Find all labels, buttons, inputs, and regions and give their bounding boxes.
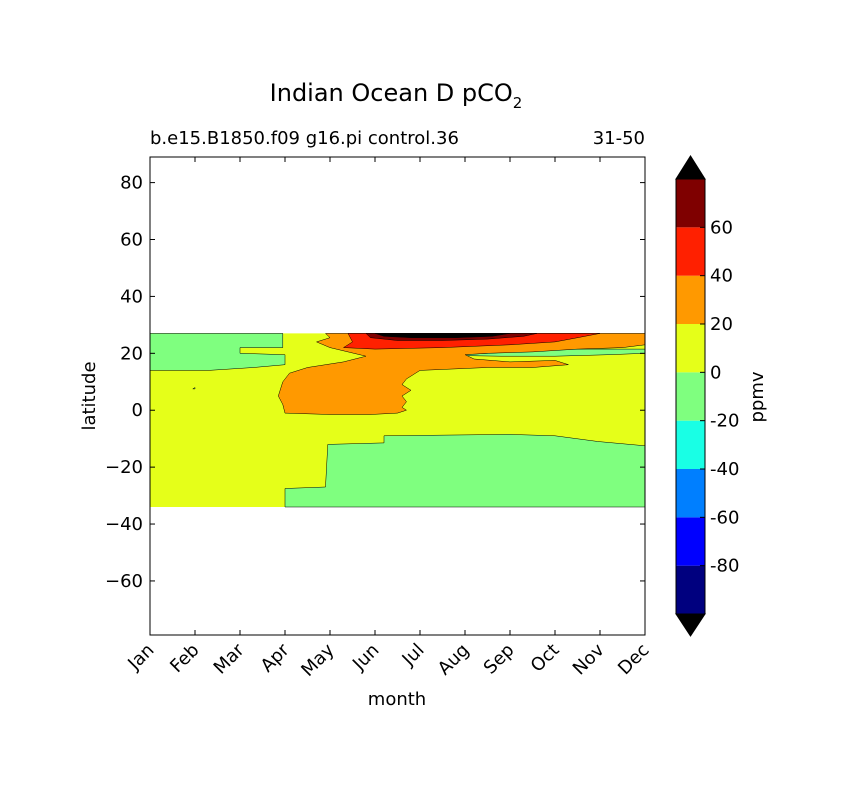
colorbar-tick-label: 20	[710, 314, 733, 335]
subtitle-case-name: b.e15.B1850.f09 g16.pi control.36	[150, 128, 459, 149]
colorbar-extend-max	[675, 155, 706, 180]
x-tick-label: Jan	[123, 640, 158, 675]
colorbar-segment	[676, 179, 705, 228]
colorbar-segment	[676, 227, 705, 276]
y-tick-label: 80	[120, 173, 143, 194]
contour-regions	[150, 333, 645, 508]
x-axis-label: month	[368, 689, 426, 710]
colorbar-tick-label: -20	[710, 411, 739, 432]
colorbar-segment	[676, 565, 705, 614]
x-tick-label: Oct	[527, 640, 564, 677]
x-tick-label: Apr	[257, 639, 294, 676]
y-tick-label: 0	[132, 400, 143, 421]
colorbar-segment	[676, 517, 705, 566]
x-tick-label: Mar	[210, 639, 249, 678]
contour-region-8	[374, 333, 511, 338]
y-axis-label: latitude	[79, 361, 100, 430]
colorbar-segment	[676, 420, 705, 469]
y-tick-label: 60	[120, 230, 143, 251]
colorbar-extend-min	[675, 613, 706, 637]
contour-region-4	[284, 434, 645, 508]
contour-region-1	[150, 333, 286, 371]
x-tick-label: Sep	[480, 640, 519, 679]
colorbar-segment	[676, 469, 705, 518]
y-tick-label: 20	[120, 343, 143, 364]
x-tick-label: May	[297, 639, 338, 680]
contour-region-5	[278, 333, 645, 415]
colorbar-tick-label: -60	[710, 507, 739, 528]
colorbar-tick-label: 60	[710, 217, 733, 238]
colorbar-label: ppmv	[747, 371, 768, 422]
subtitle-years: 31-50	[593, 128, 645, 149]
colorbar-segment	[676, 275, 705, 324]
colorbar-frame	[675, 178, 706, 615]
plot-frame	[149, 156, 646, 636]
colorbar: 60 40 20 0 -20 -40 -60 -80	[675, 155, 739, 637]
chart-title: Indian Ocean D pCO2	[270, 79, 523, 112]
y-tick-label: −40	[105, 514, 143, 535]
colorbar-tick-label: 40	[710, 266, 733, 287]
y-tick-label: −60	[105, 571, 143, 592]
x-tick-label: Aug	[434, 640, 474, 680]
y-tick-label: −20	[105, 457, 143, 478]
colorbar-tick-label: -80	[710, 556, 739, 577]
x-tick-label: Dec	[614, 640, 653, 679]
colorbar-tick-label: 0	[710, 362, 721, 383]
contour-region-2	[191, 387, 196, 390]
colorbar-segment	[676, 372, 705, 421]
x-tick-label: Nov	[569, 639, 609, 679]
colorbar-tick-label: -40	[710, 459, 739, 480]
y-tick-label: 40	[120, 286, 143, 307]
x-tick-label: Feb	[166, 640, 203, 677]
colorbar-segment	[676, 324, 705, 373]
y-axis: 80 60 40 20 0 −20 −40 −60	[105, 173, 645, 592]
x-tick-label: Jun	[348, 640, 383, 675]
x-tick-label: Jul	[398, 640, 429, 671]
